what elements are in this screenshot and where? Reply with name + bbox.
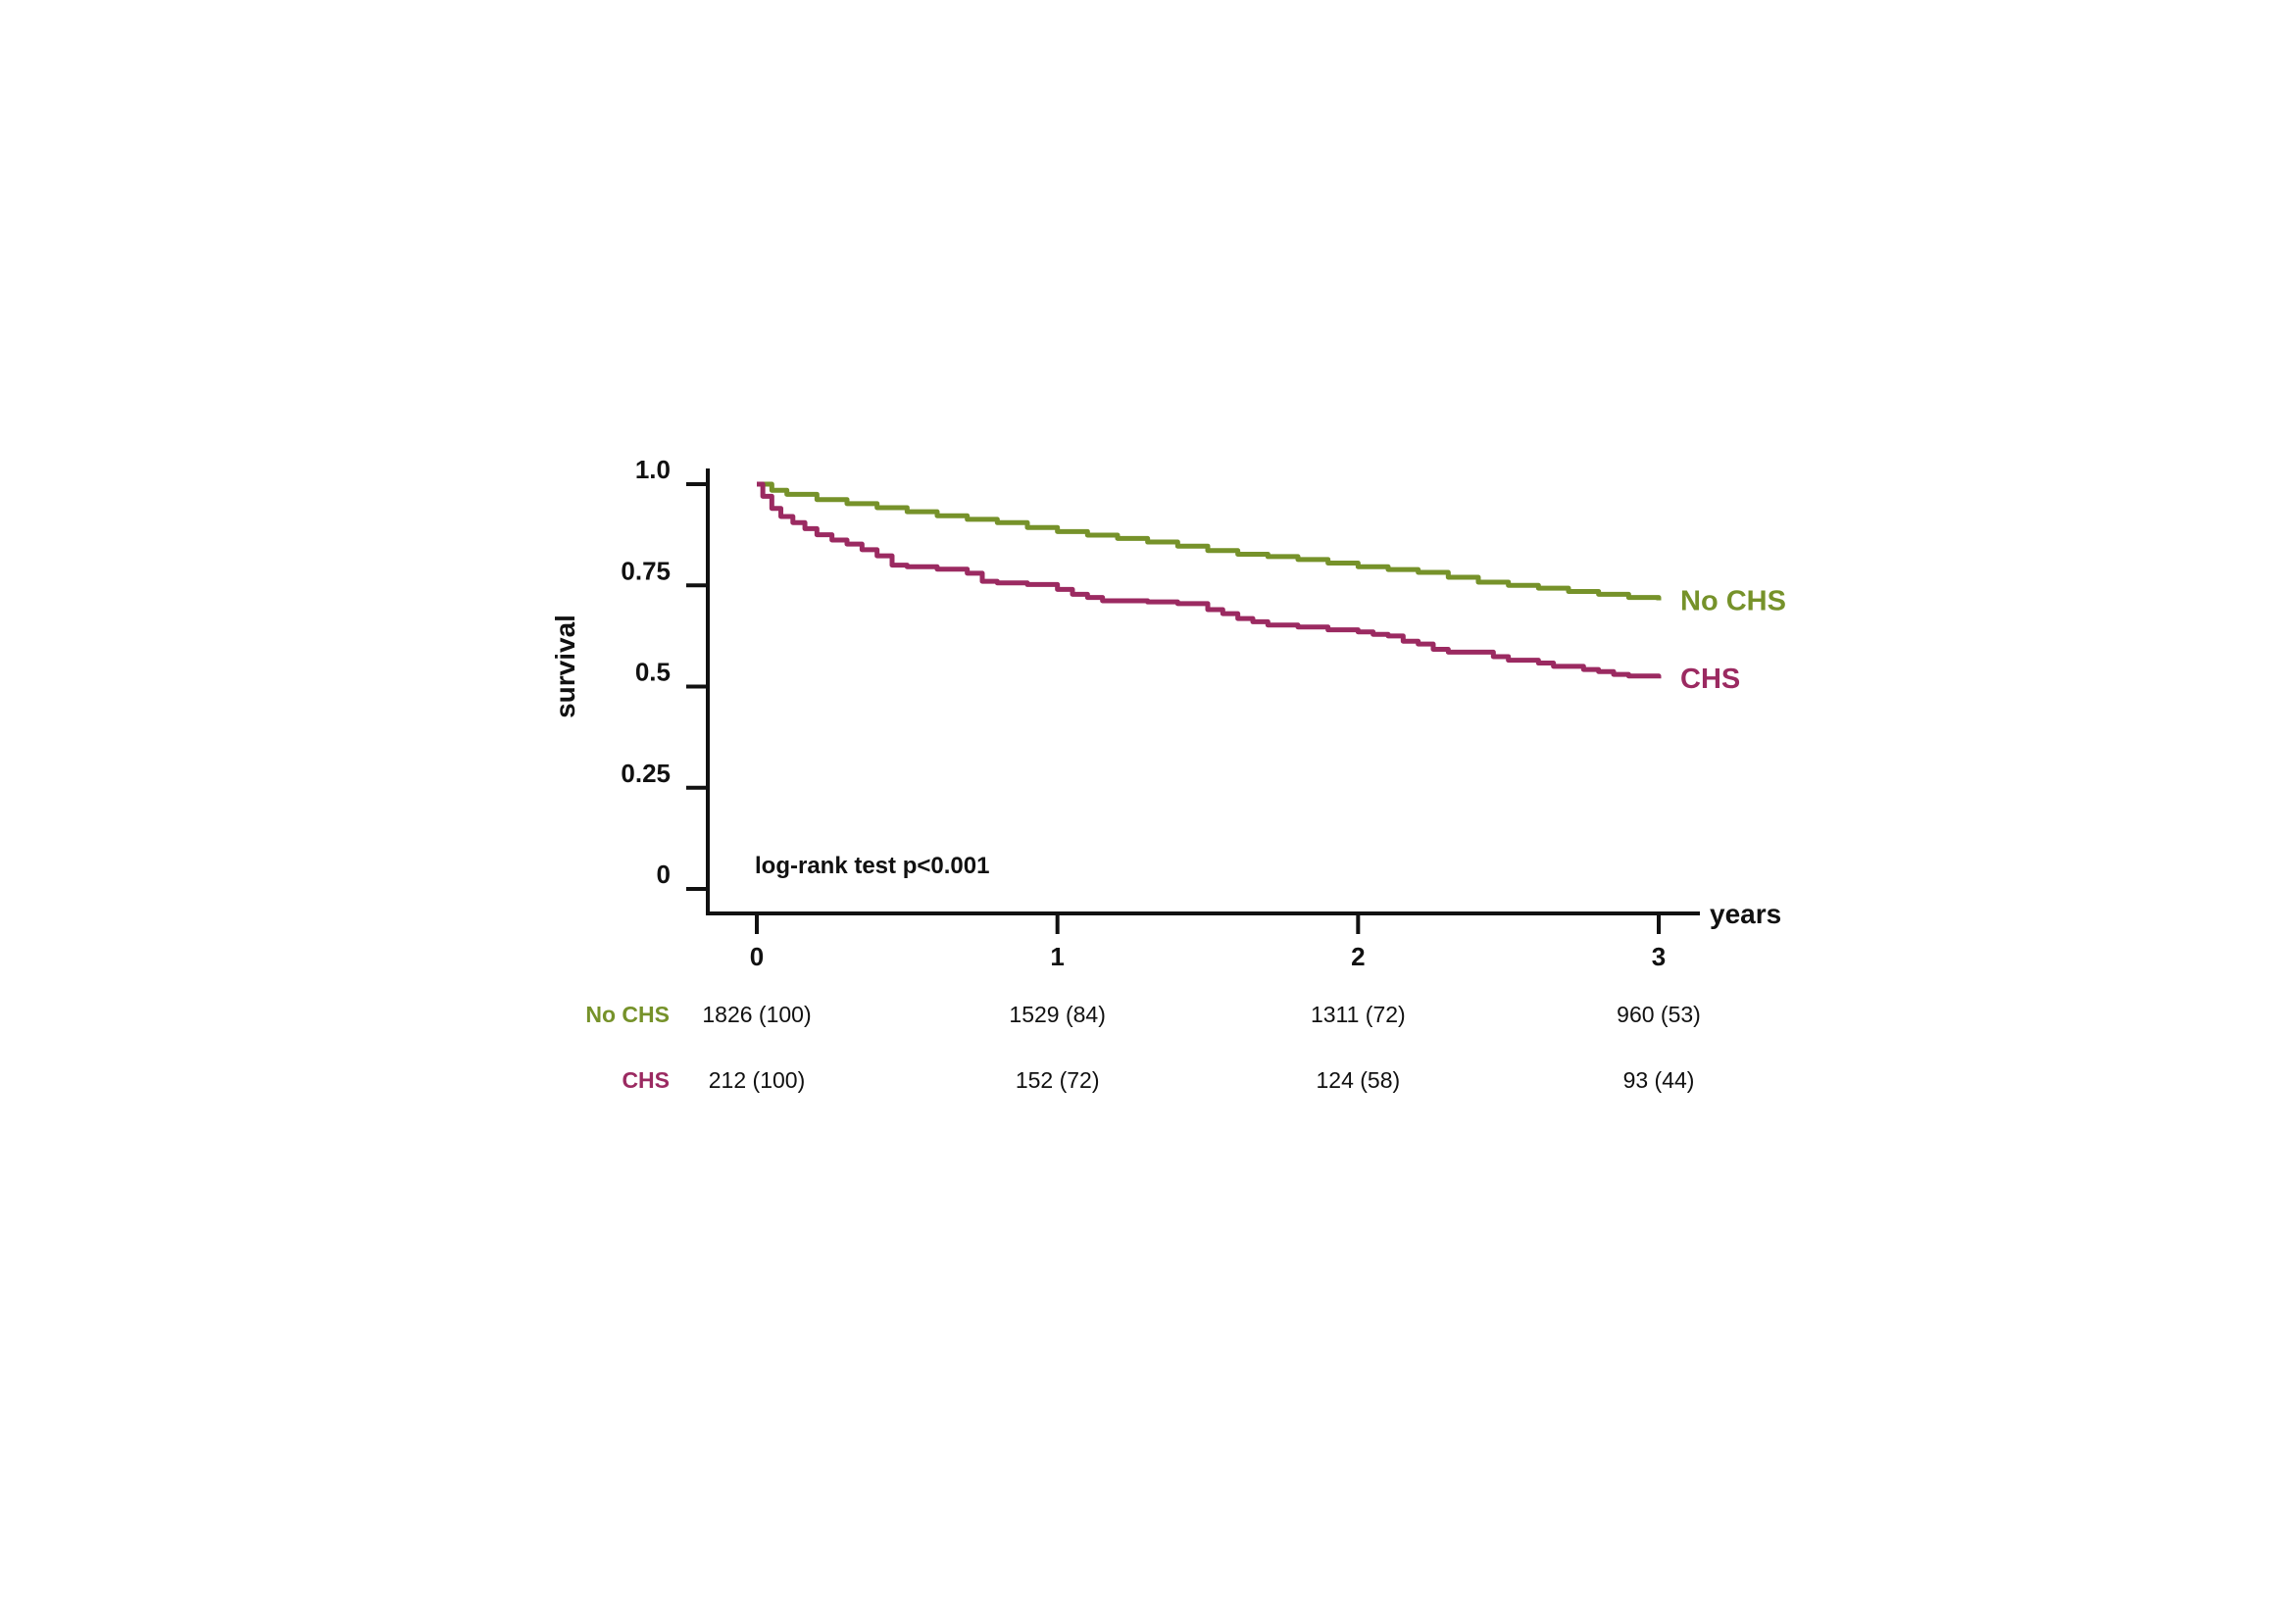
x-tick-label: 3 (1652, 942, 1666, 971)
y-tick-label: 0 (657, 860, 671, 889)
at-risk-cell: 152 (72) (1016, 1067, 1100, 1093)
at-risk-row-label: No CHS (585, 1002, 670, 1027)
y-tick-label: 0.5 (635, 658, 671, 687)
at-risk-cell: 1311 (72) (1311, 1002, 1406, 1027)
x-tick-label: 1 (1050, 942, 1064, 971)
at-risk-cell: 1826 (100) (702, 1002, 811, 1027)
at-risk-cell: 93 (44) (1623, 1067, 1695, 1093)
at-risk-cell: 124 (58) (1316, 1067, 1400, 1093)
at-risk-row-label: CHS (622, 1067, 670, 1093)
series-layer (757, 481, 1662, 679)
y-tick-label: 0.75 (621, 556, 671, 585)
series-labels: No CHS CHS (1680, 586, 1786, 696)
survival-curve-chs (757, 481, 1662, 679)
log-rank-annotation: log-rank test p<0.001 (755, 853, 989, 879)
x-ticks: 0 1 2 3 (750, 913, 1666, 971)
numbers-at-risk-table: No CHS 1826 (100) 1529 (84) 1311 (72) 960 (5… (585, 1002, 1700, 1093)
at-risk-cell: 960 (53) (1617, 1002, 1701, 1027)
survival-curve-no-chs (757, 481, 1662, 601)
y-tick-label: 1.0 (635, 455, 671, 484)
at-risk-cell: 1529 (84) (1009, 1002, 1105, 1027)
series-label-chs: CHS (1680, 664, 1740, 695)
x-tick-label: 2 (1351, 942, 1365, 971)
y-axis-title: survival (550, 615, 580, 718)
axes (706, 468, 1700, 915)
at-risk-cell: 212 (100) (709, 1067, 805, 1093)
series-label-no-chs: No CHS (1680, 586, 1786, 617)
x-tick-label: 0 (750, 942, 764, 971)
x-axis-title: years (1710, 899, 1781, 929)
y-tick-label: 0.25 (621, 759, 671, 788)
y-ticks: 0 0.25 0.5 0.75 1.0 (621, 455, 708, 891)
